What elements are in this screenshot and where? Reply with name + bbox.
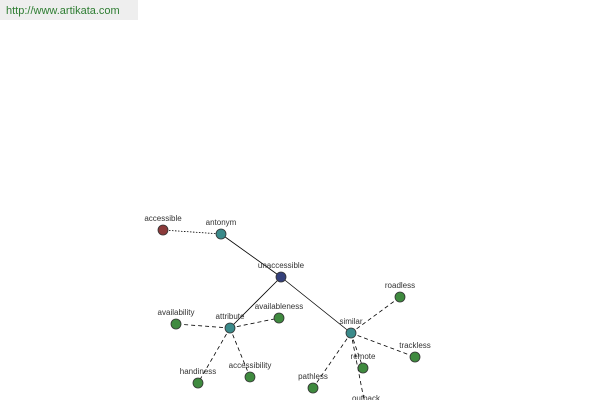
- node[interactable]: [307, 382, 319, 394]
- edge: [350, 332, 364, 369]
- node-label[interactable]: handiness: [180, 367, 216, 376]
- node[interactable]: [215, 228, 227, 240]
- node[interactable]: [409, 351, 421, 363]
- edge: [197, 327, 231, 384]
- node[interactable]: [357, 362, 369, 374]
- node[interactable]: [273, 312, 285, 324]
- node-label[interactable]: outback: [352, 394, 381, 400]
- edge: [220, 233, 282, 278]
- node-label[interactable]: availability: [158, 308, 195, 317]
- node-label[interactable]: remote: [351, 352, 376, 361]
- node-label[interactable]: pathless: [298, 372, 328, 381]
- node-label[interactable]: antonym: [206, 218, 237, 227]
- node[interactable]: [170, 318, 182, 330]
- edge: [175, 323, 231, 329]
- node-label[interactable]: trackless: [399, 341, 431, 350]
- node[interactable]: [224, 322, 236, 334]
- node-label[interactable]: accessible: [144, 214, 182, 223]
- edge: [162, 229, 222, 235]
- node[interactable]: [275, 271, 287, 283]
- node-label[interactable]: accessibility: [229, 361, 272, 370]
- edge: [229, 327, 251, 378]
- edge: [229, 317, 280, 329]
- node[interactable]: [394, 291, 406, 303]
- site-url[interactable]: http://www.artikata.com: [0, 0, 138, 20]
- node[interactable]: [192, 377, 204, 389]
- node-label[interactable]: roadless: [385, 281, 415, 290]
- node-label[interactable]: attribute: [216, 312, 245, 321]
- edge: [350, 332, 416, 358]
- node-label[interactable]: unaccessible: [258, 261, 305, 270]
- node[interactable]: [345, 327, 357, 339]
- edge: [350, 296, 401, 334]
- edge: [229, 276, 282, 329]
- edge: [350, 332, 365, 400]
- node-label[interactable]: similar: [339, 317, 362, 326]
- node-label[interactable]: availableness: [255, 302, 303, 311]
- edge: [280, 276, 352, 334]
- node[interactable]: [244, 371, 256, 383]
- node[interactable]: [157, 224, 169, 236]
